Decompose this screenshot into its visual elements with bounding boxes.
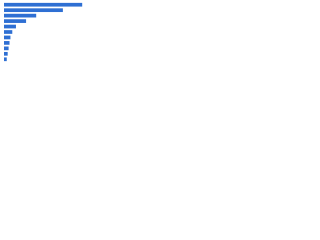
chart [0,0,100,71]
bar [4,41,10,45]
bar [4,13,37,18]
bar [4,19,27,23]
bar [4,24,16,29]
bar [4,30,13,34]
bar [4,35,11,40]
bar [4,46,9,51]
bar [4,57,7,62]
bar [4,2,83,7]
bar [4,8,63,13]
bar [4,51,8,56]
